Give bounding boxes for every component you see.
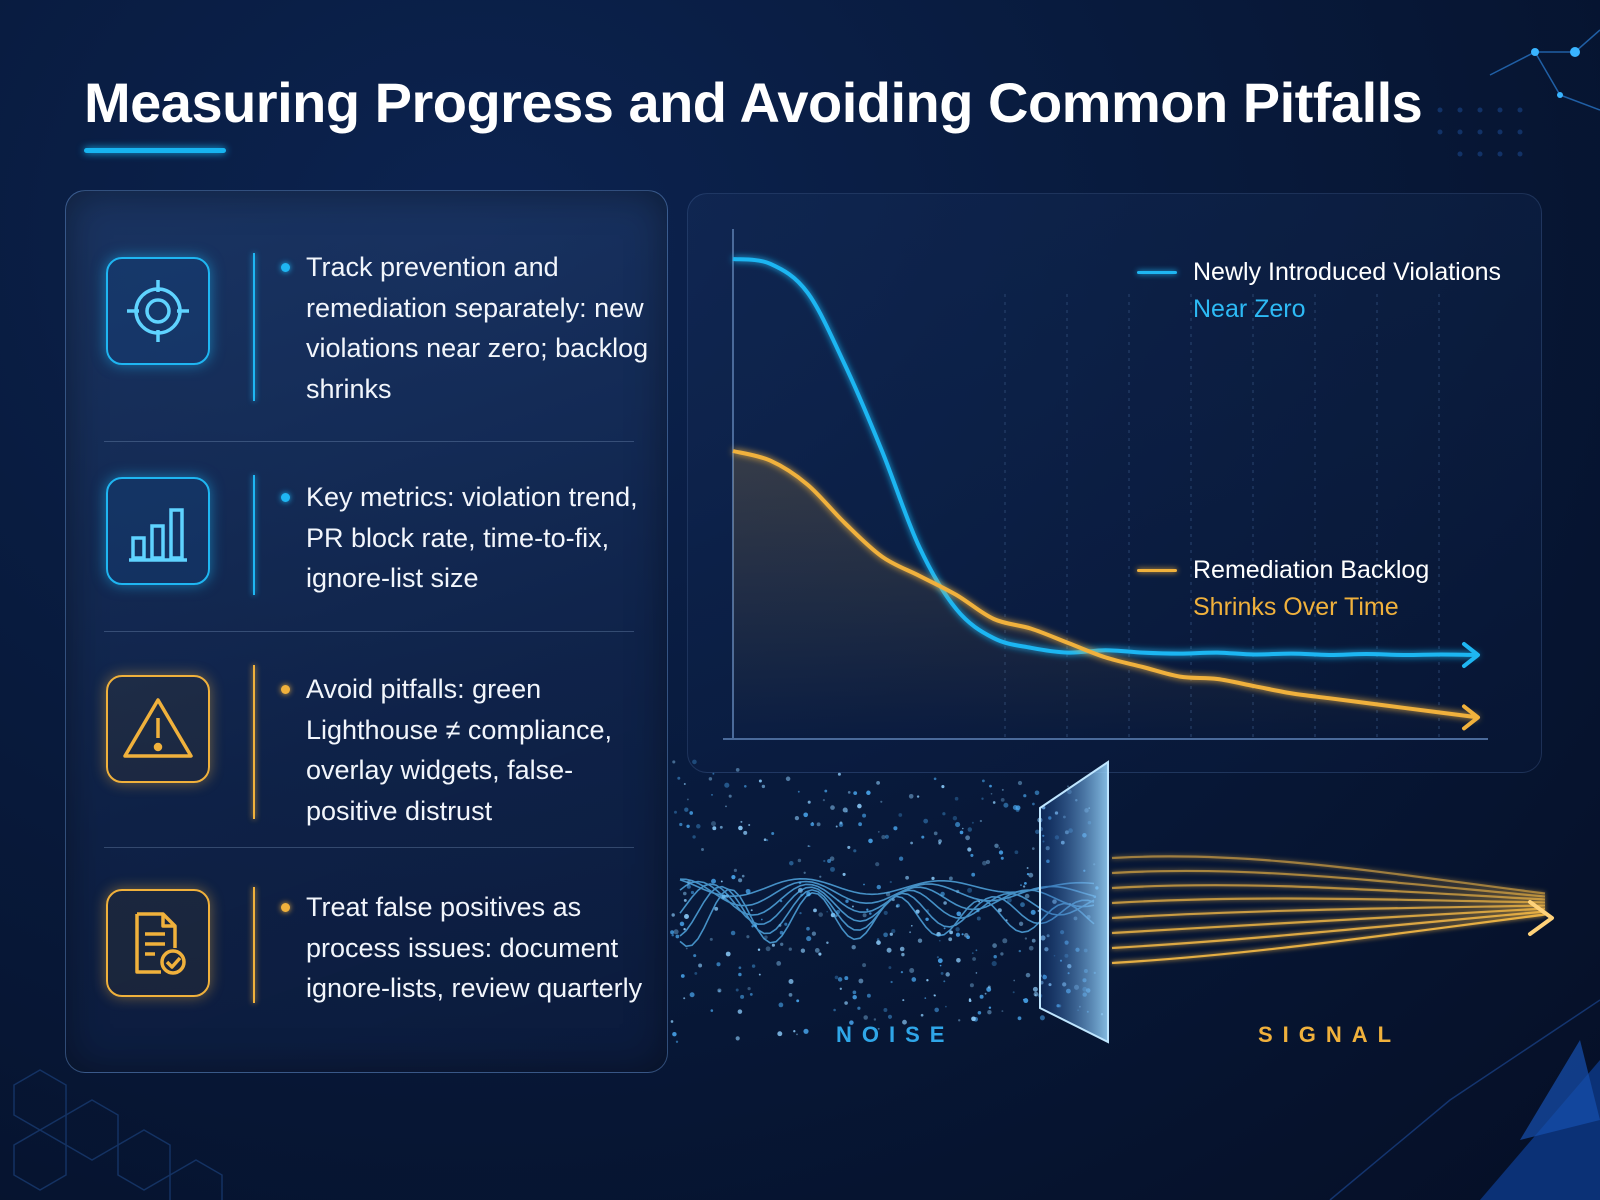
divider-line: [253, 475, 255, 595]
noise-waves: [679, 877, 1095, 948]
page-title: Measuring Progress and Avoiding Common P…: [84, 71, 1423, 134]
noise-particles: [670, 759, 1104, 1043]
separator: [104, 441, 634, 442]
series-line-remediation-backlog: [732, 449, 1479, 720]
item-text: Key metrics: violation trend, PR block r…: [306, 482, 638, 593]
bullet-dot: [281, 263, 290, 272]
series-arrow-remediation-backlog: [1462, 704, 1480, 731]
item-text: Track prevention and remediation separat…: [306, 252, 649, 404]
legend-label: Remediation Backlog: [1193, 556, 1430, 584]
bar-chart-icon: [106, 477, 210, 585]
legend-annotation: Shrinks Over Time: [1193, 593, 1399, 621]
item-text: Treat false positives as process issues:…: [306, 892, 643, 1003]
filter-prism: [1039, 760, 1109, 1044]
warning-icon: [106, 675, 210, 783]
series-area-remediation-backlog: [733, 451, 1478, 739]
divider-line: [253, 665, 255, 819]
bullet-dot: [281, 493, 290, 502]
series-arrow-newly-introduced-violations: [1462, 642, 1480, 668]
separator: [104, 631, 634, 632]
bullet-dot: [281, 903, 290, 912]
legend-annotation: Near Zero: [1193, 295, 1306, 323]
document-check-icon: [106, 889, 210, 997]
legend-swatch: [1137, 569, 1177, 572]
legend-swatch: [1137, 271, 1177, 274]
signal-lines: [1111, 855, 1546, 965]
signal-label: SIGNAL: [1258, 1022, 1402, 1047]
line-chart: [723, 229, 1488, 740]
item-text: Avoid pitfalls: green Lighthouse ≠ compl…: [306, 674, 613, 826]
target-icon: [106, 257, 210, 365]
legend-label: Newly Introduced Violations: [1193, 258, 1502, 286]
separator: [104, 847, 634, 848]
signal-arrowhead: [1528, 900, 1554, 936]
divider-line: [253, 253, 255, 401]
title-underline: [84, 148, 226, 153]
info-panel: Track prevention and remediation separat…: [65, 190, 668, 1073]
chart-panel: Newly Introduced Violations Near Zero Re…: [687, 193, 1542, 773]
legend-entry-newly-introduced-violations: Newly Introduced Violations Near Zero: [1137, 254, 1502, 328]
legend-entry-remediation-backlog: Remediation Backlog Shrinks Over Time: [1137, 552, 1430, 626]
bullet-dot: [281, 685, 290, 694]
noise-label: NOISE: [836, 1022, 955, 1047]
divider-line: [253, 887, 255, 1003]
